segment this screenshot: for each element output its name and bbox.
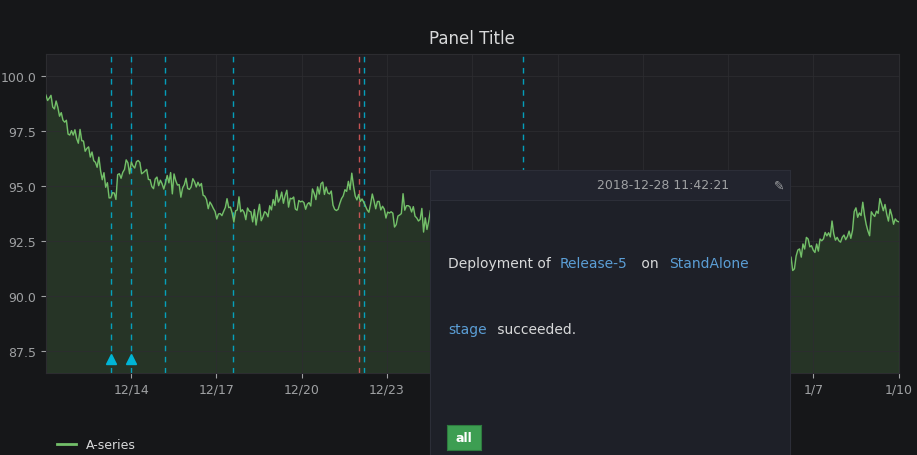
Text: 2018-12-28 11:42:21: 2018-12-28 11:42:21 xyxy=(597,179,729,192)
Legend: A-series: A-series xyxy=(52,433,140,455)
Text: Release-5: Release-5 xyxy=(559,256,627,270)
Text: succeeded.: succeeded. xyxy=(493,323,576,337)
Text: all: all xyxy=(456,431,472,445)
Text: StandAlone: StandAlone xyxy=(669,256,749,270)
Text: on: on xyxy=(637,256,663,270)
Text: ✎: ✎ xyxy=(774,179,784,192)
Text: stage: stage xyxy=(448,323,487,337)
Text: Deployment of: Deployment of xyxy=(448,256,556,270)
Title: Panel Title: Panel Title xyxy=(429,30,515,47)
